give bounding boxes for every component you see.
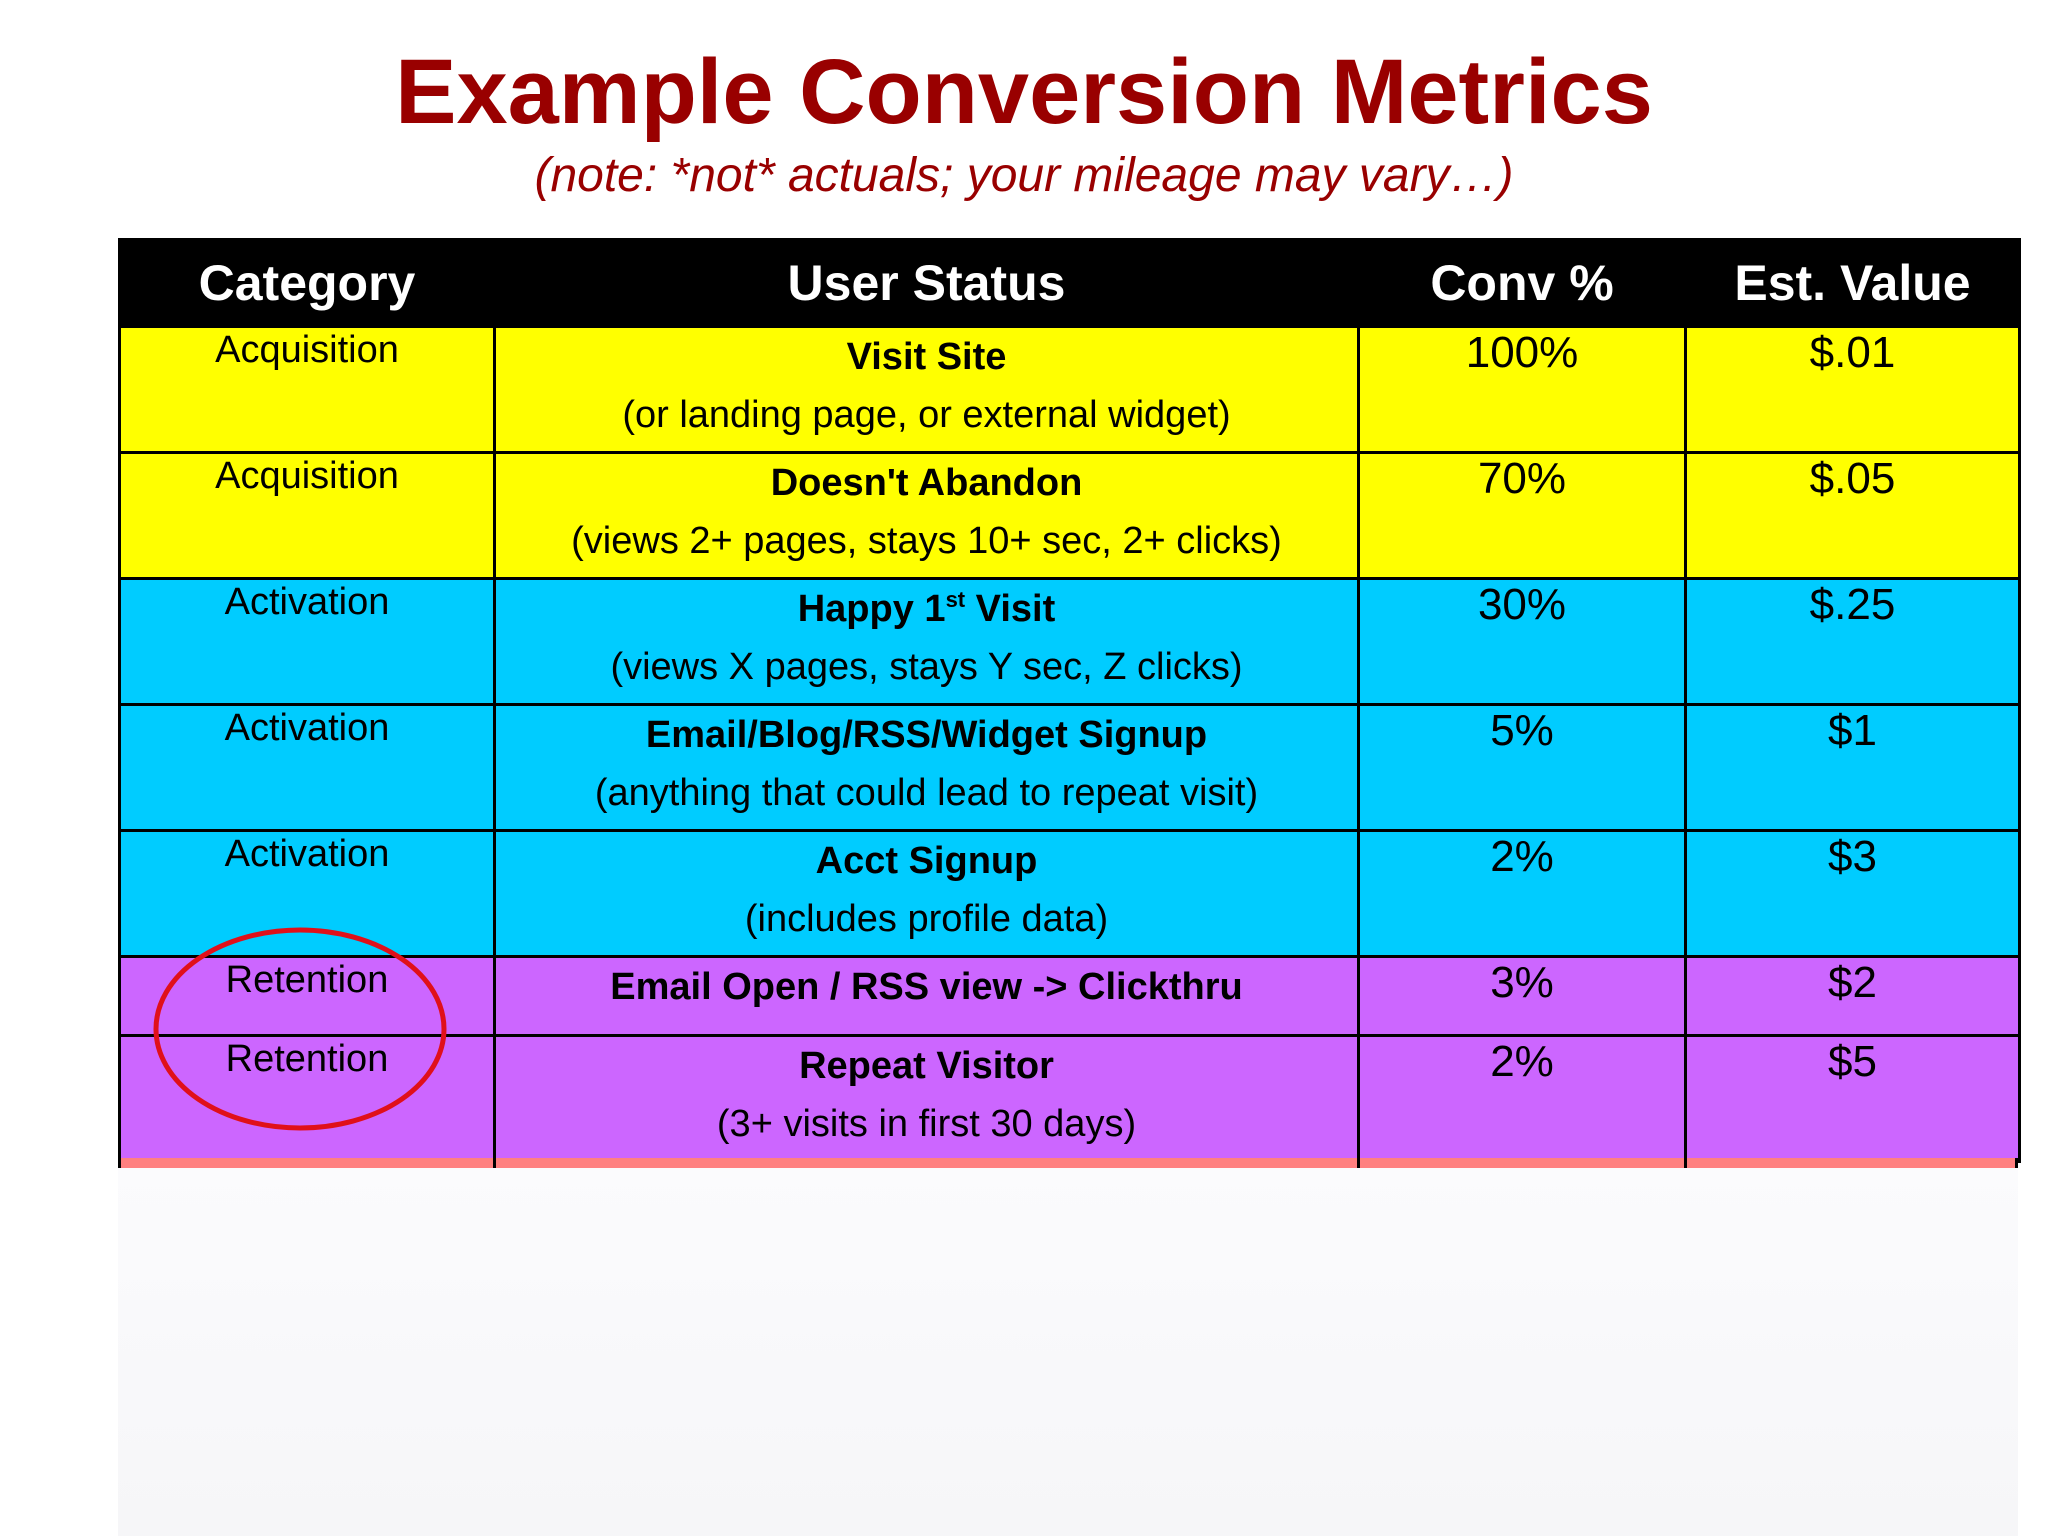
status-detail: (anything that could lead to repeat visi… [594, 772, 1259, 814]
est-value-cell: $.05 [1684, 451, 2021, 580]
table-row: Acquisition Visit Site (or landing page,… [118, 325, 2021, 454]
status-title: Email/Blog/RSS/Widget Signup [645, 714, 1208, 756]
table-row: Activation Email/Blog/RSS/Widget Signup … [118, 703, 2021, 832]
category-cell: Acquisition [118, 325, 496, 454]
page-subtitle: (note: *not* actuals; your mileage may v… [534, 149, 1514, 202]
conv-percent-cell: 100% [1357, 325, 1687, 454]
est-value-cell: $.25 [1684, 577, 2021, 706]
conv-percent-cell: 30% [1357, 577, 1687, 706]
user-status-cell: Doesn't Abandon (views 2+ pages, stays 1… [493, 451, 1360, 580]
status-title: Repeat Visitor [799, 1045, 1054, 1087]
est-value-cell: $3 [1684, 829, 2021, 958]
status-title: Visit Site [846, 336, 1007, 378]
category-cell: Acquisition [118, 451, 496, 580]
status-title: Acct Signup [815, 840, 1038, 882]
category-cell: Activation [118, 703, 496, 832]
table-row: Activation Acct Signup (includes profile… [118, 829, 2021, 958]
conv-percent-cell: 2% [1357, 1034, 1687, 1163]
header-user-status: User Status [493, 238, 1360, 328]
est-value-cell: $5 [1684, 1034, 2021, 1163]
user-status-cell: Visit Site (or landing page, or external… [493, 325, 1360, 454]
status-title: Doesn't Abandon [770, 462, 1083, 504]
ordinal-suffix: st [945, 587, 966, 612]
status-title-text: Happy 1 [797, 588, 946, 630]
header-category: Category [118, 238, 496, 328]
status-detail: (3+ visits in first 30 days) [716, 1103, 1137, 1145]
conv-percent-cell: 5% [1357, 703, 1687, 832]
user-status-cell: Email/Blog/RSS/Widget Signup (anything t… [493, 703, 1360, 832]
table-row: Retention Repeat Visitor (3+ visits in f… [118, 1034, 2021, 1163]
table-row: Acquisition Doesn't Abandon (views 2+ pa… [118, 451, 2021, 580]
status-title: Happy 1st Visit [496, 580, 1357, 638]
column-divider [493, 1158, 496, 1168]
conv-percent-cell: 2% [1357, 829, 1687, 958]
page-title: Example Conversion Metrics [395, 41, 1653, 143]
status-detail: (views 2+ pages, stays 10+ sec, 2+ click… [571, 520, 1282, 562]
category-cell: Activation [118, 829, 496, 958]
user-status-cell: Repeat Visitor (3+ visits in first 30 da… [493, 1034, 1360, 1163]
status-title-suffix: Visit [965, 588, 1056, 630]
status-detail: (includes profile data) [744, 898, 1109, 940]
header-conv-percent: Conv % [1357, 238, 1687, 328]
status-detail: (or landing page, or external widget) [622, 394, 1231, 436]
table-row: Activation Happy 1st Visit (views X page… [118, 577, 2021, 706]
user-status-cell: Email Open / RSS view -> Clickthru [493, 955, 1360, 1037]
est-value-cell: $2 [1684, 955, 2021, 1037]
status-detail: (views X pages, stays Y sec, Z clicks) [610, 646, 1243, 688]
user-status-cell: Acct Signup (includes profile data) [493, 829, 1360, 958]
conversion-metrics-table: Category User Status Conv % Est. Value A… [118, 238, 2021, 1163]
est-value-cell: $.01 [1684, 325, 2021, 454]
conv-percent-cell: 3% [1357, 955, 1687, 1037]
table-row: Retention Email Open / RSS view -> Click… [118, 955, 2021, 1037]
lower-background [118, 1168, 2018, 1536]
table-header-row: Category User Status Conv % Est. Value [118, 238, 2021, 328]
category-cell: Retention [118, 1034, 496, 1163]
column-divider [1684, 1158, 1687, 1168]
category-cell: Retention [118, 955, 496, 1037]
truncated-table-row [118, 1158, 2018, 1168]
category-cell: Activation [118, 577, 496, 706]
column-divider [1357, 1158, 1360, 1168]
est-value-cell: $1 [1684, 703, 2021, 832]
conv-percent-cell: 70% [1357, 451, 1687, 580]
user-status-cell: Happy 1st Visit (views X pages, stays Y … [493, 577, 1360, 706]
status-title: Email Open / RSS view -> Clickthru [610, 966, 1243, 1008]
header-est-value: Est. Value [1684, 238, 2021, 328]
